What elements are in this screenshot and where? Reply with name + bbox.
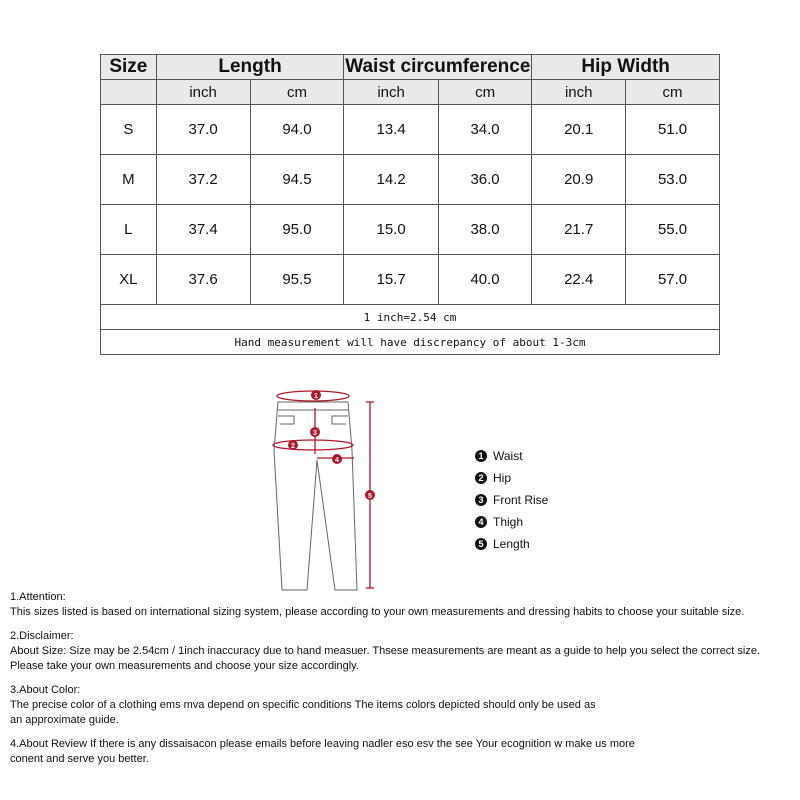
size-value: 37.2 [155, 154, 251, 205]
measurement-legend: 1 Waist 2 Hip 3 Front Rise 4 Thigh 5 Length [475, 445, 548, 555]
unit: inch [155, 79, 251, 105]
note-paragraph: 1.Attention: This sizes listed is based o… [10, 590, 760, 620]
unit: cm [249, 79, 345, 105]
unit: cm [437, 79, 533, 105]
hip-measure-line [272, 439, 354, 451]
unit: inch [343, 79, 439, 105]
size-label: L [100, 204, 157, 255]
notes-section: 1.Attention: This sizes listed is based o… [10, 590, 760, 776]
size-value: 53.0 [625, 154, 720, 205]
legend-item: 4 Thigh [475, 511, 548, 533]
note-line: This sizes listed is based on internatio… [10, 606, 745, 618]
pants-measurement-diagram: 1 2 3 4 5 [272, 390, 375, 591]
size-value: 21.7 [531, 204, 627, 255]
note-line: an approximate guide. [10, 714, 119, 726]
size-value: 37.4 [155, 204, 251, 255]
size-label: XL [100, 254, 157, 305]
size-value: 37.0 [155, 104, 251, 155]
size-value: 20.1 [531, 104, 627, 155]
header-length: Length [155, 54, 345, 80]
size-value: 95.5 [249, 254, 345, 305]
number-badge-icon: 5 [475, 538, 487, 550]
legend-label: Waist [493, 449, 523, 463]
marker-3: 3 [313, 430, 317, 437]
size-value: 55.0 [625, 204, 720, 255]
legend-item: 5 Length [475, 533, 548, 555]
note-title: 2.Disclaimer: [10, 630, 74, 642]
header-size: Size [100, 54, 157, 80]
size-row: S 37.0 94.0 13.4 34.0 20.1 51.0 [100, 104, 720, 155]
unit: inch [531, 79, 627, 105]
legend-label: Thigh [493, 515, 524, 529]
discrepancy-note: Hand measurement will have discrepancy o… [100, 329, 720, 355]
note-paragraph: 4.About Review If there is any dissaisac… [10, 737, 760, 767]
size-value: 95.0 [249, 204, 345, 255]
size-value: 14.2 [343, 154, 439, 205]
size-value: 94.5 [249, 154, 345, 205]
number-badge-icon: 1 [475, 450, 487, 462]
size-label: S [100, 104, 157, 155]
note-paragraph: 3.About Color: The precise color of a clo… [10, 683, 760, 728]
size-value: 40.0 [437, 254, 533, 305]
size-value: 34.0 [437, 104, 533, 155]
legend-label: Front Rise [493, 493, 549, 507]
number-badge-icon: 3 [475, 494, 487, 506]
legend-item: 1 Waist [475, 445, 548, 467]
size-row: M 37.2 94.5 14.2 36.0 20.9 53.0 [100, 154, 720, 205]
size-value: 37.6 [155, 254, 251, 305]
number-badge-icon: 4 [475, 516, 487, 528]
size-row: XL 37.6 95.5 15.7 40.0 22.4 57.0 [100, 254, 720, 305]
conversion-note: 1 inch=2.54 cm [100, 304, 720, 330]
pants-outline-icon [273, 401, 358, 591]
size-value: 15.0 [343, 204, 439, 255]
size-value: 20.9 [531, 154, 627, 205]
size-value: 13.4 [343, 104, 439, 155]
note-paragraph: 2.Disclaimer: About Size: Size may be 2.5… [10, 629, 760, 674]
header-waist: Waist circumference [343, 54, 533, 80]
legend-label: Hip [493, 471, 512, 485]
size-value: 38.0 [437, 204, 533, 255]
size-value: 36.0 [437, 154, 533, 205]
note-line: About Size: Size may be 2.54cm / 1inch i… [10, 645, 761, 657]
marker-1: 1 [314, 393, 318, 400]
marker-2: 2 [291, 443, 295, 450]
size-value: 22.4 [531, 254, 627, 305]
size-row: L 37.4 95.0 15.0 38.0 21.7 55.0 [100, 204, 720, 255]
size-value: 57.0 [625, 254, 720, 305]
note-line: The precise color of a clothing ems mva … [10, 699, 596, 711]
note-line: 4.About Review If there is any dissaisac… [10, 738, 635, 750]
unit: cm [625, 79, 720, 105]
marker-4: 4 [335, 457, 339, 464]
size-value: 94.0 [249, 104, 345, 155]
legend-item: 2 Hip [475, 467, 548, 489]
size-value: 15.7 [343, 254, 439, 305]
note-title: 3.About Color: [10, 684, 81, 696]
unit-row: inch cm inch cm inch cm [100, 79, 720, 105]
note-line: Please take your own measurements and ch… [10, 660, 359, 672]
size-value: 51.0 [625, 104, 720, 155]
marker-5: 5 [368, 493, 372, 500]
header-hip: Hip Width [531, 54, 720, 80]
size-label: M [100, 154, 157, 205]
note-title: 1.Attention: [10, 591, 66, 603]
legend-item: 3 Front Rise [475, 489, 548, 511]
number-badge-icon: 2 [475, 472, 487, 484]
unit-empty [100, 79, 157, 105]
legend-label: Length [493, 537, 530, 551]
header-row: Size Length Waist circumference Hip Widt… [100, 54, 720, 80]
size-chart-table: Size Length Waist circumference Hip Widt… [100, 54, 720, 355]
note-line: conent and serve you better. [10, 753, 149, 765]
